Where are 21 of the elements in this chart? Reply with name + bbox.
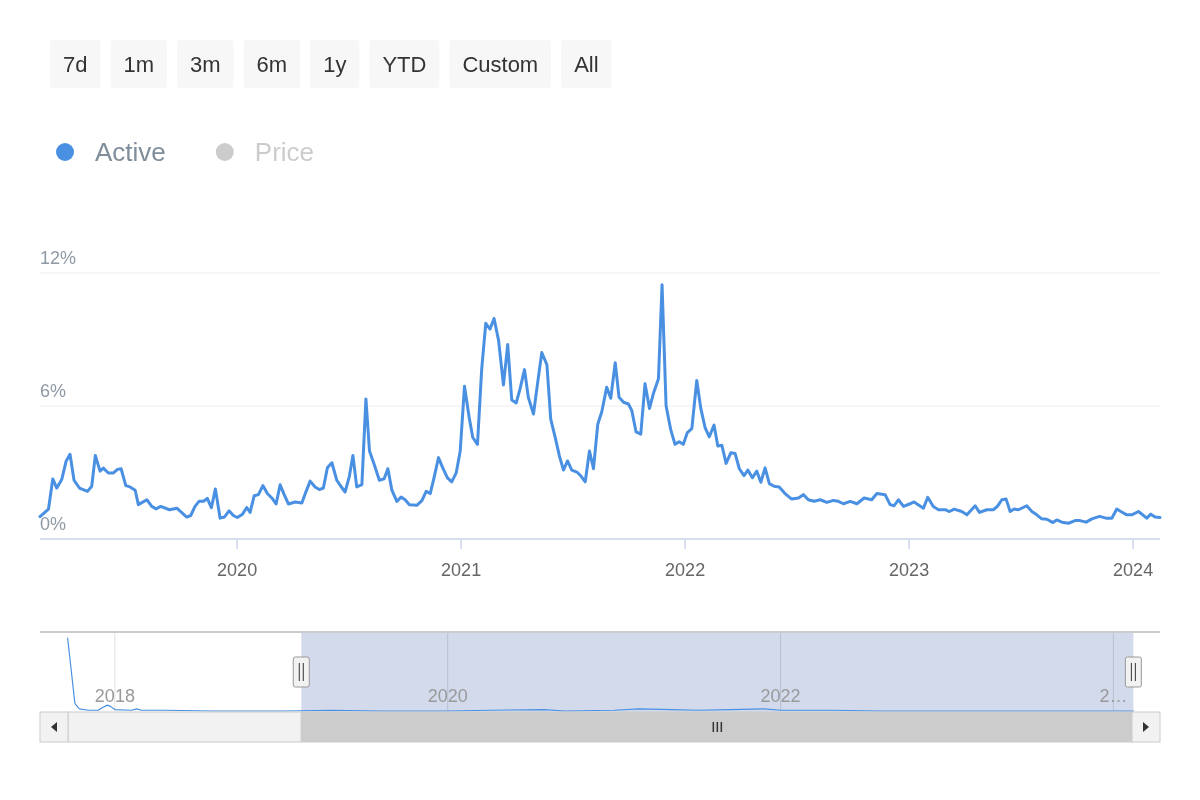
range-button: 7d (50, 40, 101, 88)
range-button: All (561, 40, 612, 88)
x-tick-label: 2024 (1113, 560, 1154, 580)
range-button: YTD (369, 40, 440, 88)
x-tick-label: 2020 (217, 560, 258, 580)
range-button: Custom (449, 40, 552, 88)
x-tick-label: 2023 (889, 560, 930, 580)
range-button: 3m (177, 40, 234, 88)
x-tick-label: 2021 (441, 560, 482, 580)
x-tick-label: 2018 (94, 686, 135, 706)
legend-label: Active (95, 137, 166, 167)
y-tick-label: 6% (40, 381, 67, 401)
range-button: 1m (110, 40, 168, 88)
range-button: 1y (310, 40, 360, 88)
x-tick-label: 2022 (760, 686, 801, 706)
x-tick-label: 2020 (427, 686, 468, 706)
x-tick-label: 2022 (665, 560, 706, 580)
range-button: 6m (243, 40, 301, 88)
x-tick-label: 2… (1099, 686, 1128, 706)
y-tick-label: 0% (40, 514, 67, 534)
y-tick-label: 12% (40, 248, 77, 268)
